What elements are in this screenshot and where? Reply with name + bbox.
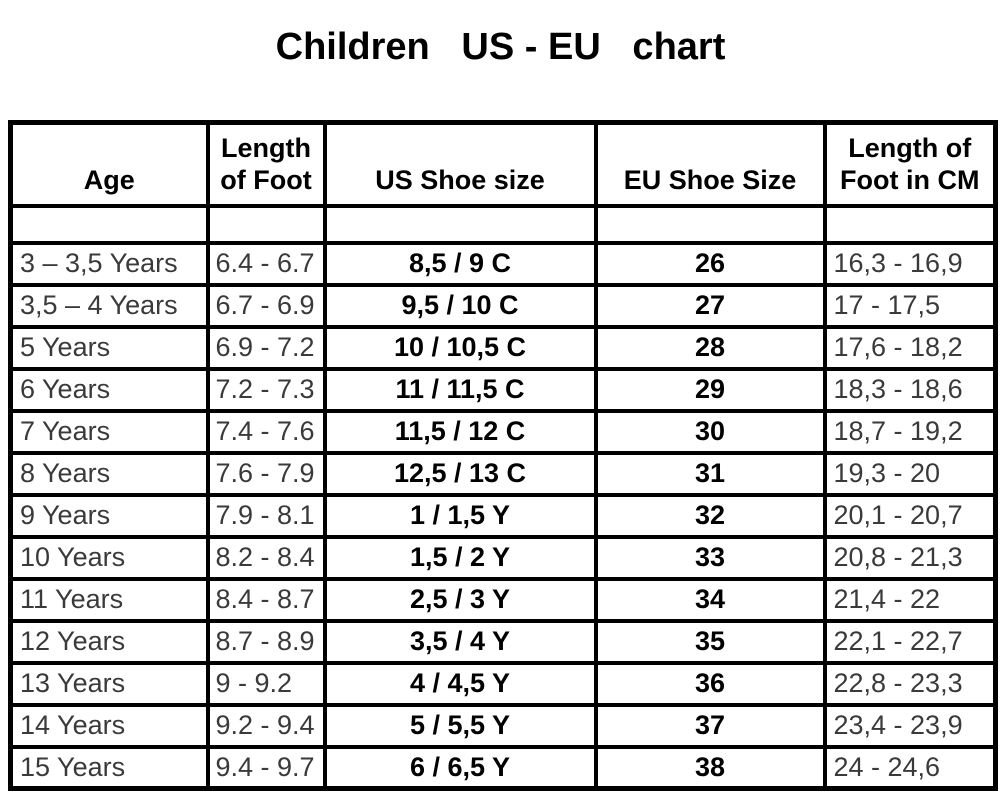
cell-length-of-foot: 7.4 - 7.6 [205,408,327,455]
cell-eu-shoe-size: 37 [593,702,827,749]
cell-age: 8 Years [8,450,210,497]
cell-us-shoe-size: 5 / 5,5 Y [322,702,598,749]
cell-eu-shoe-size: 38 [593,744,827,791]
cell-length-in-cm: 18,3 - 18,6 [822,366,998,413]
cell-length-of-foot: 6.9 - 7.2 [205,324,327,371]
cell-eu-shoe-size: 27 [593,282,827,329]
cell-age: 10 Years [8,534,210,581]
col-header-age: Age [8,120,210,208]
table-row: 6 Years 7.2 - 7.3 11 / 11,5 C 29 18,3 - … [8,366,998,413]
cell-us-shoe-size: 1,5 / 2 Y [322,534,598,581]
col-header-length-cm: Length of Foot in CM [822,120,998,208]
table-row: 3,5 – 4 Years 6.7 - 6.9 9,5 / 10 C 27 17… [8,282,998,329]
cell-length-in-cm: 24 - 24,6 [822,744,998,791]
header-row: Age Length of Foot US Shoe size EU Shoe … [8,120,998,208]
size-chart-table: Age Length of Foot US Shoe size EU Shoe … [8,120,998,791]
cell-length-in-cm: 16,3 - 16,9 [822,240,998,287]
cell-eu-shoe-size: 30 [593,408,827,455]
cell-length-in-cm: 20,1 - 20,7 [822,492,998,539]
cell-length-of-foot: 8.4 - 8.7 [205,576,327,623]
table-row: 15 Years 9.4 - 9.7 6 / 6,5 Y 38 24 - 24,… [8,744,998,791]
cell-us-shoe-size: 11,5 / 12 C [322,408,598,455]
cell-age: 3,5 – 4 Years [8,282,210,329]
col-header-length-foot: Length of Foot [205,120,327,208]
cell-length-in-cm: 17 - 17,5 [822,282,998,329]
cell-us-shoe-size: 12,5 / 13 C [322,450,598,497]
table-row: 5 Years 6.9 - 7.2 10 / 10,5 C 28 17,6 - … [8,324,998,371]
table-row: 10 Years 8.2 - 8.4 1,5 / 2 Y 33 20,8 - 2… [8,534,998,581]
cell-eu-shoe-size: 26 [593,240,827,287]
cell-age: 7 Years [8,408,210,455]
cell-us-shoe-size: 4 / 4,5 Y [322,660,598,707]
cell-length-in-cm: 21,4 - 22 [822,576,998,623]
cell-eu-shoe-size: 35 [593,618,827,665]
cell-us-shoe-size: 8,5 / 9 C [322,240,598,287]
cell-length-in-cm: 17,6 - 18,2 [822,324,998,371]
cell-length-in-cm: 22,1 - 22,7 [822,618,998,665]
table-row: 9 Years 7.9 - 8.1 1 / 1,5 Y 32 20,1 - 20… [8,492,998,539]
col-header-eu-shoe-size: EU Shoe Size [593,120,827,208]
cell-us-shoe-size: 11 / 11,5 C [322,366,598,413]
table-row: 14 Years 9.2 - 9.4 5 / 5,5 Y 37 23,4 - 2… [8,702,998,749]
cell-length-of-foot: 7.6 - 7.9 [205,450,327,497]
cell-age: 5 Years [8,324,210,371]
table-row: 7 Years 7.4 - 7.6 11,5 / 12 C 30 18,7 - … [8,408,998,455]
cell-length-in-cm: 23,4 - 23,9 [822,702,998,749]
col-header-us-shoe-size: US Shoe size [322,120,598,208]
cell-age: 3 – 3,5 Years [8,240,210,287]
cell-length-of-foot: 9.4 - 9.7 [205,744,327,791]
cell-eu-shoe-size: 31 [593,450,827,497]
cell-length-in-cm: 22,8 - 23,3 [822,660,998,707]
cell-length-of-foot: 9.2 - 9.4 [205,702,327,749]
cell-length-of-foot: 8.7 - 8.9 [205,618,327,665]
cell-eu-shoe-size: 29 [593,366,827,413]
table-body: 3 – 3,5 Years 6.4 - 6.7 8,5 / 9 C 26 16,… [8,203,998,791]
cell-age: 15 Years [8,744,210,791]
spacer-cell [822,203,998,245]
cell-age: 14 Years [8,702,210,749]
cell-age: 12 Years [8,618,210,665]
page-title: Children US - EU chart [275,26,726,68]
cell-us-shoe-size: 10 / 10,5 C [322,324,598,371]
spacer-cell [205,203,327,245]
cell-eu-shoe-size: 34 [593,576,827,623]
cell-us-shoe-size: 1 / 1,5 Y [322,492,598,539]
cell-length-of-foot: 9 - 9.2 [205,660,327,707]
cell-length-in-cm: 20,8 - 21,3 [822,534,998,581]
table-row: 12 Years 8.7 - 8.9 3,5 / 4 Y 35 22,1 - 2… [8,618,998,665]
table-row: 3 – 3,5 Years 6.4 - 6.7 8,5 / 9 C 26 16,… [8,240,998,287]
cell-length-of-foot: 7.9 - 8.1 [205,492,327,539]
table-row: 13 Years 9 - 9.2 4 / 4,5 Y 36 22,8 - 23,… [8,660,998,707]
table-row: 8 Years 7.6 - 7.9 12,5 / 13 C 31 19,3 - … [8,450,998,497]
spacer-row [8,203,998,245]
cell-us-shoe-size: 2,5 / 3 Y [322,576,598,623]
cell-length-in-cm: 19,3 - 20 [822,450,998,497]
cell-us-shoe-size: 3,5 / 4 Y [322,618,598,665]
cell-us-shoe-size: 6 / 6,5 Y [322,744,598,791]
cell-us-shoe-size: 9,5 / 10 C [322,282,598,329]
cell-age: 6 Years [8,366,210,413]
table-row: 11 Years 8.4 - 8.7 2,5 / 3 Y 34 21,4 - 2… [8,576,998,623]
cell-length-in-cm: 18,7 - 19,2 [822,408,998,455]
cell-length-of-foot: 7.2 - 7.3 [205,366,327,413]
spacer-cell [322,203,598,245]
spacer-cell [593,203,827,245]
cell-length-of-foot: 6.7 - 6.9 [205,282,327,329]
cell-age: 9 Years [8,492,210,539]
cell-eu-shoe-size: 36 [593,660,827,707]
cell-age: 11 Years [8,576,210,623]
cell-eu-shoe-size: 32 [593,492,827,539]
cell-length-of-foot: 6.4 - 6.7 [205,240,327,287]
cell-eu-shoe-size: 28 [593,324,827,371]
cell-length-of-foot: 8.2 - 8.4 [205,534,327,581]
spacer-cell [8,203,210,245]
cell-age: 13 Years [8,660,210,707]
cell-eu-shoe-size: 33 [593,534,827,581]
